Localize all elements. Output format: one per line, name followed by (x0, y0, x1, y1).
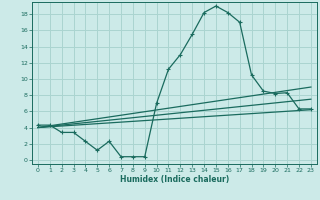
X-axis label: Humidex (Indice chaleur): Humidex (Indice chaleur) (120, 175, 229, 184)
